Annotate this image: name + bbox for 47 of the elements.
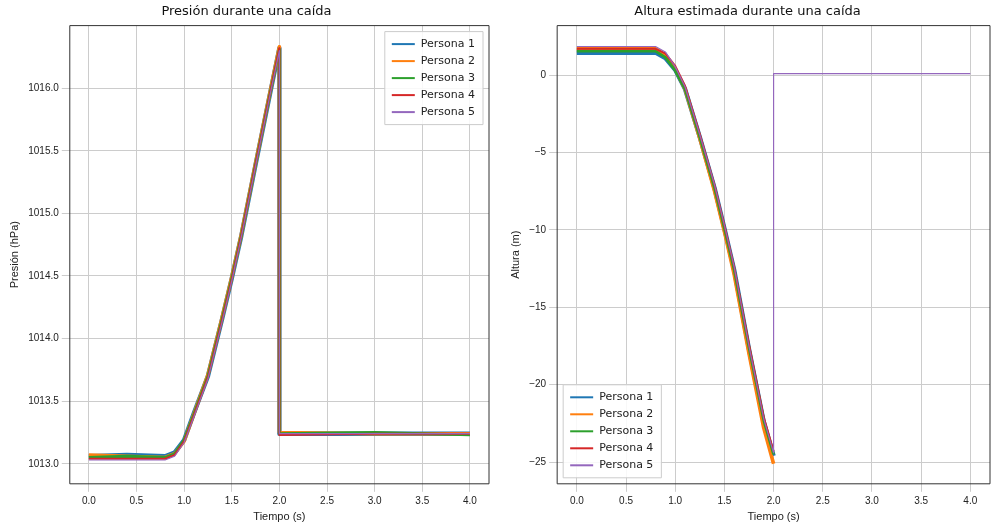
x-tick-label: 0.5: [619, 494, 634, 506]
x-tick-label: 0.5: [129, 494, 144, 506]
legend-label: Persona 2: [420, 53, 475, 67]
x-axis-title: Tiempo (s): [747, 510, 800, 523]
y-tick-label: −20: [529, 378, 547, 390]
x-tick-label: 3.5: [914, 494, 929, 506]
x-tick-label: 1.5: [224, 494, 240, 506]
x-tick-label: 2.0: [766, 494, 781, 506]
y-tick-label: 1014.0: [28, 332, 60, 344]
y-tick-label: −25: [529, 455, 547, 467]
x-tick-label: 4.0: [963, 494, 978, 506]
y-axis-title: Altura (m): [508, 230, 521, 279]
x-tick-label: 3.0: [865, 494, 880, 506]
legend-label: Persona 1: [420, 36, 475, 50]
legend-label: Persona 1: [599, 390, 654, 404]
legend-label: Persona 5: [599, 458, 654, 472]
legend-label: Persona 3: [420, 70, 475, 84]
x-tick-label: 1.5: [717, 494, 732, 506]
x-tick-label: 0.0: [81, 494, 97, 506]
legend-label: Persona 2: [599, 407, 654, 421]
y-tick-label: 1015.5: [28, 144, 60, 156]
legend-label: Persona 5: [420, 104, 475, 118]
x-tick-label: 3.0: [367, 494, 383, 506]
chart-title: Presión durante una caída: [161, 3, 332, 19]
chart-title: Altura estimada durante una caída: [634, 3, 861, 19]
x-tick-label: 1.0: [668, 494, 683, 506]
x-tick-label: 3.5: [415, 494, 430, 506]
legend-label: Persona 4: [420, 87, 475, 101]
y-tick-label: 1013.5: [28, 394, 60, 406]
x-axis-title: Tiempo (s): [253, 510, 306, 523]
y-tick-label: −5: [534, 146, 547, 158]
x-tick-label: 0.0: [569, 494, 585, 506]
x-tick-label: 4.0: [462, 494, 478, 506]
y-tick-label: −10: [529, 223, 547, 235]
legend-label: Persona 3: [599, 424, 654, 438]
x-tick-label: 2.5: [320, 494, 335, 506]
y-tick-label: −15: [529, 301, 547, 313]
y-tick-label: 0: [540, 68, 547, 80]
y-axis-title: Presión (hPa): [7, 221, 20, 289]
y-tick-label: 1016.0: [28, 81, 60, 93]
x-tick-label: 2.0: [272, 494, 287, 506]
x-tick-label: 1.0: [177, 494, 192, 506]
y-tick-label: 1015.0: [28, 207, 60, 219]
y-tick-label: 1014.5: [28, 269, 60, 281]
legend-label: Persona 4: [599, 441, 654, 455]
x-tick-label: 2.5: [815, 494, 831, 506]
y-tick-label: 1013.0: [28, 457, 60, 469]
